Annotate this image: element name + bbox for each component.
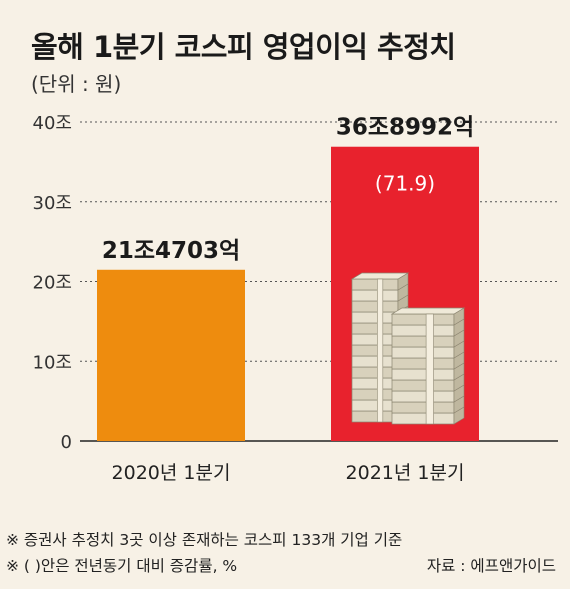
category-label: 2020년 1분기 <box>112 462 231 484</box>
y-tick-label: 20조 <box>33 273 72 294</box>
money-bill <box>351 344 399 357</box>
money-bill <box>351 399 399 412</box>
footnote-parentheses: ※ ( )안은 전년동기 대비 증감률, % <box>6 557 238 575</box>
money-bill <box>391 390 455 403</box>
y-tick-label: 0 <box>61 432 72 453</box>
bar-chart: 0 10조 20조 30조 40조 21조4703억 2020년 1분기 36조8992억 (7… <box>33 113 558 484</box>
footnote-criteria: ※ 증권사 추정치 3곳 이상 존재하는 코스피 133개 기업 기준 <box>6 531 403 549</box>
value-label: 21조4703억 <box>102 238 240 264</box>
y-tick-label: 30조 <box>33 193 72 214</box>
money-bill <box>351 322 399 335</box>
category-label: 2021년 1분기 <box>346 462 465 484</box>
money-bill <box>391 401 455 414</box>
money-bill <box>351 410 399 423</box>
unit-label: (단위 : 원) <box>31 72 122 96</box>
money-bill <box>351 366 399 379</box>
money-band <box>376 278 384 423</box>
y-tick-label: 40조 <box>33 113 72 134</box>
money-bill <box>391 357 455 370</box>
change-label: (71.9) <box>375 172 435 196</box>
chart-title: 올해 1분기 코스피 영업이익 추정치 <box>31 30 456 64</box>
money-top <box>350 272 410 280</box>
money-bill <box>391 412 455 425</box>
y-tick-label: 10조 <box>33 352 72 373</box>
value-label: 36조8992억 <box>336 115 474 141</box>
money-bill <box>391 346 455 359</box>
money-bill <box>351 355 399 368</box>
source-label: 자료 : 에프앤가이드 <box>426 557 556 575</box>
money-bill <box>351 377 399 390</box>
money-bill <box>351 289 399 302</box>
money-bill <box>351 278 399 291</box>
money-bill <box>391 313 455 326</box>
bar-1 <box>97 269 245 441</box>
money-bill <box>391 379 455 392</box>
money-band <box>425 313 434 425</box>
money-bill <box>351 388 399 401</box>
money-top <box>390 307 466 315</box>
money-bill <box>391 335 455 348</box>
money-bill <box>351 311 399 324</box>
money-bill <box>351 300 399 313</box>
money-bill <box>351 333 399 346</box>
money-bill <box>391 324 455 337</box>
money-bill <box>391 368 455 381</box>
